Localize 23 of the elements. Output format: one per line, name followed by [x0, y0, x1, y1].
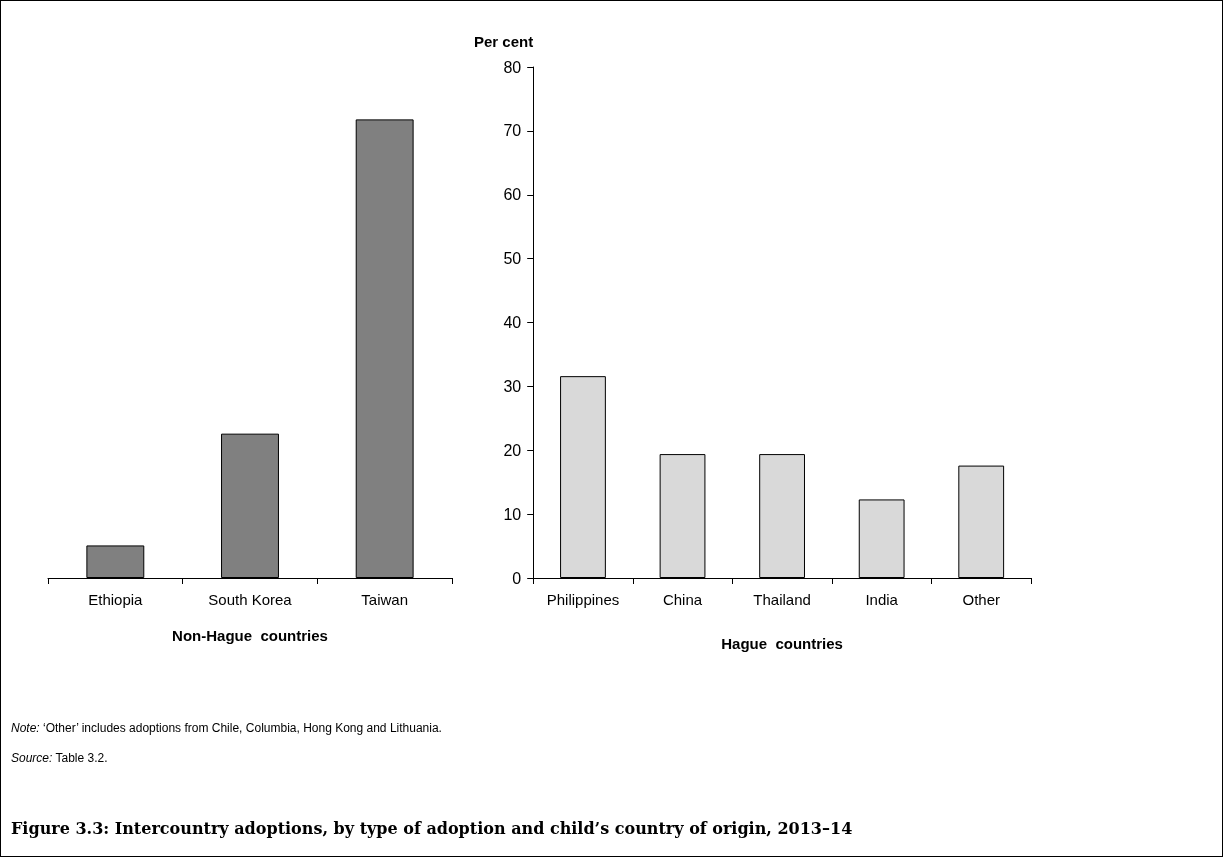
y-tick-label: 30 — [503, 377, 522, 395]
y-tick-label: 40 — [503, 314, 522, 331]
x-tick-label: Other — [962, 591, 1000, 608]
x-axis-title: Hague countries — [721, 635, 843, 652]
y-tick-label: 50 — [503, 250, 522, 268]
x-tick-label: Thailand — [753, 591, 811, 608]
y-tick-label: 10 — [503, 505, 522, 523]
x-tick-label: Taiwan — [361, 591, 409, 608]
y-tick-label: 80 — [503, 58, 522, 76]
y-axis-title: Per cent — [473, 33, 534, 50]
text: Figure 3.3: Intercountry adoptions, by type of adoption and child’s country of origin, 2013–14 — [11, 819, 853, 838]
x-tick-label: South Korea — [208, 591, 293, 608]
y-tick-label: 20 — [503, 441, 522, 459]
x-axis-title: Non-Hague countries — [172, 627, 328, 644]
y-tick-label: 0 — [512, 569, 522, 587]
y-tick-label: 70 — [503, 122, 522, 140]
source-note: Source: Table 3.2. — [11, 751, 108, 765]
y-tick-label: 60 — [503, 186, 522, 204]
x-tick-label: Ethiopia — [88, 591, 144, 608]
x-tick-label: China — [662, 591, 703, 608]
x-tick-label: India — [865, 591, 899, 608]
x-tick-label: Philippines — [546, 591, 620, 608]
text: Note: ‘Other’ includes adoptions from Chile, Columbia, Hong Kong and Lithuania. — [11, 721, 442, 735]
